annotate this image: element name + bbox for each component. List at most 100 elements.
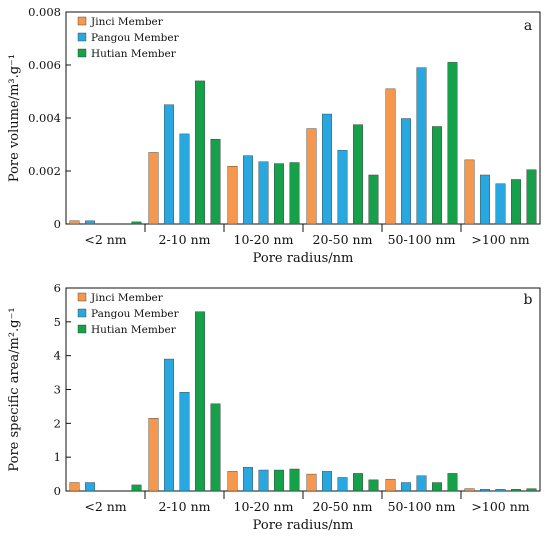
category-label-100-nm: >100 nm bbox=[471, 499, 529, 514]
chart-a-bars bbox=[69, 62, 537, 225]
bar-pangou-member-20-50-nm bbox=[322, 113, 332, 225]
bar-pangou-member-20-50-nm bbox=[322, 471, 332, 492]
bar-hutian-member-100-nm bbox=[511, 179, 521, 225]
y-tick-label: 0.002 bbox=[28, 164, 61, 178]
legend-label-jinci-member: Jinci Member bbox=[90, 292, 164, 304]
bar-hutian-member-2-10-nm bbox=[210, 403, 221, 492]
legend-label-hutian-member: Hutian Member bbox=[91, 48, 177, 60]
bar-pangou-member-50-100-nm bbox=[401, 118, 411, 225]
y-tick-label: 0.006 bbox=[28, 58, 61, 72]
category-label-50-100-nm: 50-100 nm bbox=[388, 232, 456, 247]
bar-hutian-member-10-20-nm bbox=[289, 468, 300, 492]
category-label-100-nm: >100 nm bbox=[471, 232, 529, 247]
bar-hutian-member-2-10-nm bbox=[195, 311, 205, 492]
bar-pangou-member-2-10-nm bbox=[179, 392, 190, 492]
chart-b-category-labels: <2 nm 2-10 nm 10-20 nm 20-50 nm 50-100 nm >10… bbox=[84, 499, 529, 514]
bar-pangou-member-10-20-nm bbox=[258, 469, 269, 492]
bar-jinci-member-10-20-nm bbox=[227, 471, 238, 492]
bar-hutian-member-20-50-nm bbox=[353, 473, 363, 492]
category-label-2-10-nm: 2-10 nm bbox=[159, 499, 211, 514]
legend-label-pangou-member: Pangou Member bbox=[91, 32, 180, 44]
bar-pangou-member-100-nm bbox=[495, 489, 506, 492]
chart-a-panel-letter: a bbox=[524, 18, 532, 34]
bar-hutian-member-10-20-nm bbox=[274, 469, 284, 492]
bar-hutian-member-10-20-nm bbox=[289, 162, 300, 225]
category-label-10-20-nm: 10-20 nm bbox=[234, 499, 294, 514]
bar-jinci-member-2-10-nm bbox=[148, 418, 159, 492]
chart-a-category-labels: <2 nm 2-10 nm 10-20 nm 20-50 nm 50-100 nm >10… bbox=[84, 232, 529, 247]
bar-pangou-member-2-10-nm bbox=[164, 358, 174, 492]
y-tick-label: 0 bbox=[54, 484, 61, 498]
bar-pangou-member-2-nm bbox=[85, 482, 95, 492]
category-label-50-100-nm: 50-100 nm bbox=[388, 499, 456, 514]
bar-hutian-member-100-nm bbox=[526, 488, 537, 492]
bar-hutian-member-2-nm bbox=[131, 484, 142, 492]
category-label-10-20-nm: 10-20 nm bbox=[234, 232, 294, 247]
category-label-2-nm: <2 nm bbox=[84, 499, 126, 514]
y-tick-label: 5 bbox=[54, 315, 61, 329]
bar-pangou-member-10-20-nm bbox=[243, 155, 253, 225]
category-label-20-50-nm: 20-50 nm bbox=[313, 232, 373, 247]
legend-swatch-pangou-member bbox=[77, 308, 87, 318]
bar-jinci-member-20-50-nm bbox=[306, 473, 317, 492]
bar-pangou-member-50-100-nm bbox=[416, 475, 427, 492]
bar-jinci-member-10-20-nm bbox=[227, 166, 238, 225]
bar-jinci-member-2-10-nm bbox=[148, 152, 159, 225]
category-label-2-nm: <2 nm bbox=[84, 232, 126, 247]
bar-pangou-member-100-nm bbox=[480, 489, 490, 492]
legend-label-hutian-member: Hutian Member bbox=[91, 324, 177, 336]
bar-hutian-member-50-100-nm bbox=[447, 62, 458, 225]
y-tick-label: 0.008 bbox=[28, 5, 61, 19]
bar-hutian-member-2-10-nm bbox=[195, 80, 205, 225]
bar-hutian-member-50-100-nm bbox=[432, 126, 442, 225]
chart-b-legend: Jinci Member Pangou Member Hutian Member bbox=[77, 292, 180, 336]
bar-hutian-member-20-50-nm bbox=[353, 124, 363, 225]
y-tick-label: 2 bbox=[54, 416, 61, 430]
bar-pangou-member-10-20-nm bbox=[258, 161, 269, 225]
bar-pangou-member-50-100-nm bbox=[401, 482, 411, 492]
bar-pangou-member-2-nm bbox=[85, 220, 95, 225]
y-tick-label: 4 bbox=[54, 349, 61, 363]
legend-swatch-jinci-member bbox=[77, 292, 87, 302]
legend-swatch-pangou-member bbox=[77, 32, 87, 42]
bar-hutian-member-2-nm bbox=[131, 221, 142, 225]
bar-hutian-member-2-10-nm bbox=[210, 138, 221, 225]
bar-hutian-member-20-50-nm bbox=[368, 479, 379, 492]
bar-jinci-member-50-100-nm bbox=[385, 88, 396, 225]
bar-pangou-member-20-50-nm bbox=[337, 150, 348, 225]
bar-jinci-member-100-nm bbox=[464, 159, 475, 225]
chart-b-panel-letter: b bbox=[524, 292, 533, 308]
category-label-20-50-nm: 20-50 nm bbox=[313, 499, 373, 514]
bar-hutian-member-50-100-nm bbox=[447, 473, 458, 492]
y-tick-label: 0 bbox=[54, 217, 61, 231]
bar-jinci-member-20-50-nm bbox=[306, 128, 317, 225]
bar-hutian-member-100-nm bbox=[511, 489, 521, 492]
bar-hutian-member-100-nm bbox=[526, 169, 537, 225]
chart-b: 0 1 2 3 4 5 6 <2 nm 2-10 nm 10-20 nm 20-50 nm 50-1… bbox=[7, 281, 541, 533]
bar-jinci-member-50-100-nm bbox=[385, 478, 396, 492]
chart-a-legend: Jinci Member Pangou Member Hutian Member bbox=[77, 16, 180, 60]
bar-pangou-member-2-10-nm bbox=[179, 133, 190, 225]
bar-pangou-member-50-100-nm bbox=[416, 67, 427, 225]
bar-jinci-member-2-nm bbox=[69, 482, 80, 492]
chart-a-y-ticks: 0 0.002 0.004 0.006 0.008 bbox=[28, 5, 71, 231]
chart-a: 0 0.002 0.004 0.006 0.008 <2 nm 2-10 nm 10-20 … bbox=[7, 5, 541, 266]
chart-b-y-axis-label: Pore specific area/m².g⁻¹ bbox=[7, 307, 22, 471]
legend-label-jinci-member: Jinci Member bbox=[90, 16, 164, 28]
chart-b-bars bbox=[69, 311, 537, 492]
legend-swatch-jinci-member bbox=[77, 16, 87, 26]
chart-b-y-ticks: 0 1 2 3 4 5 6 bbox=[54, 281, 71, 498]
bar-pangou-member-2-10-nm bbox=[164, 104, 174, 225]
bar-hutian-member-50-100-nm bbox=[432, 482, 442, 492]
chart-b-x-separators bbox=[144, 491, 462, 499]
chart-a-x-separators bbox=[144, 224, 462, 232]
y-tick-label: 6 bbox=[54, 281, 61, 295]
y-tick-label: 1 bbox=[54, 450, 61, 464]
category-label-2-10-nm: 2-10 nm bbox=[159, 232, 211, 247]
bar-jinci-member-2-nm bbox=[69, 220, 80, 225]
legend-swatch-hutian-member bbox=[77, 324, 87, 334]
bar-hutian-member-20-50-nm bbox=[368, 174, 379, 225]
legend-swatch-hutian-member bbox=[77, 48, 87, 58]
